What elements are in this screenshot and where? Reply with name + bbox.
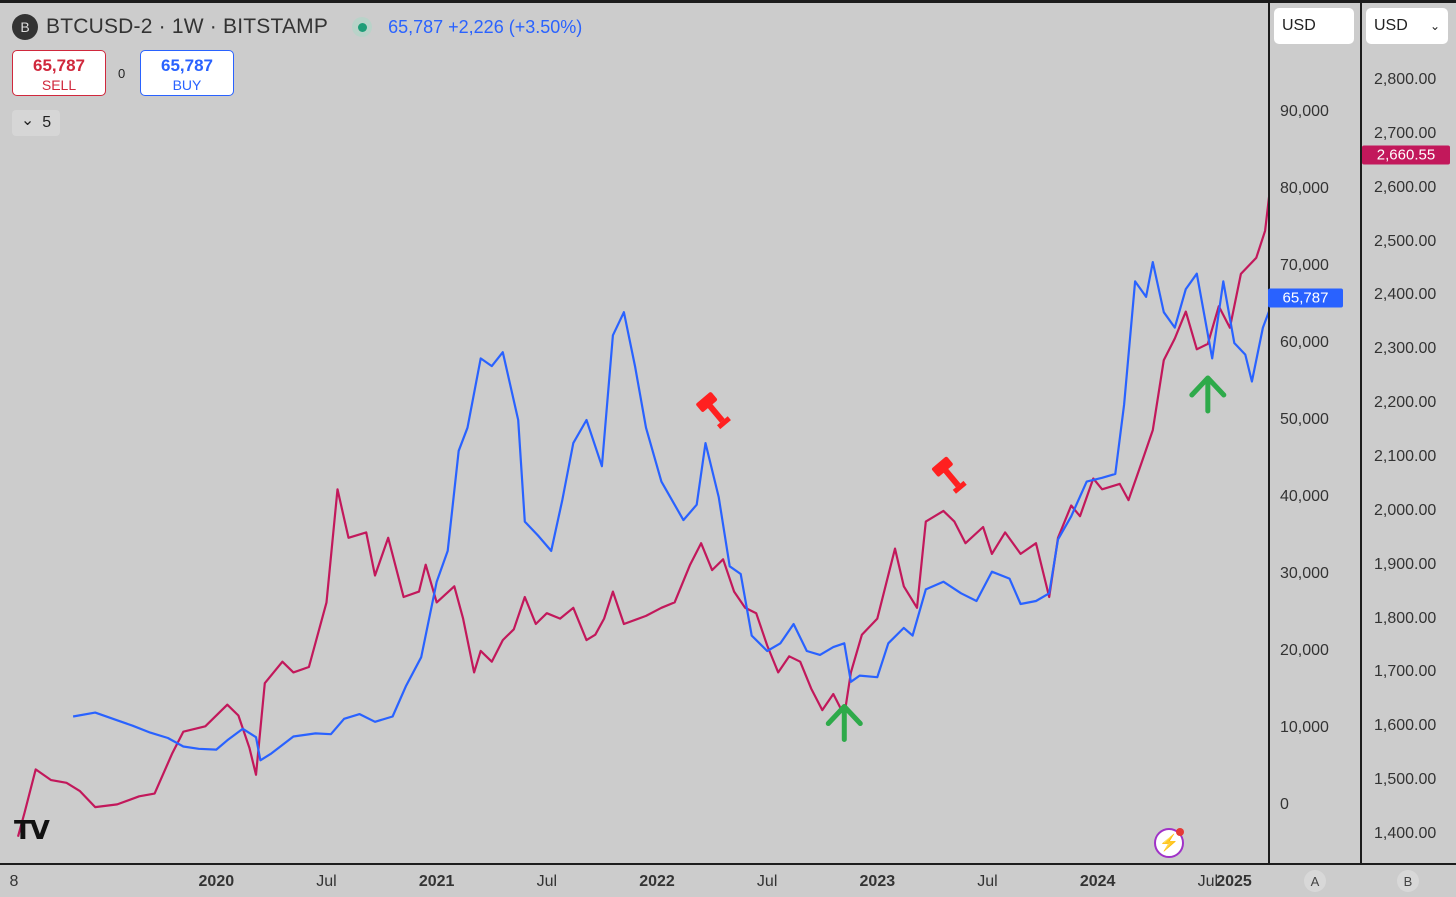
price-scale-b-tick: 2,700.00: [1374, 124, 1437, 142]
scale-b-button[interactable]: B: [1397, 870, 1419, 892]
price-scale-a-tick: 60,000: [1280, 334, 1329, 351]
indicators-count: 5: [42, 114, 52, 131]
price-scale-b-tick: 1,500.00: [1374, 771, 1437, 789]
gavel-icon: [696, 392, 731, 430]
exchange-badge-icon: B: [12, 14, 38, 40]
time-axis-label: 2022: [639, 873, 675, 890]
last-price-tag-a: 65,787: [1268, 288, 1343, 308]
last-price-change: 65,787 +2,226 (+3.50%): [388, 16, 583, 37]
currency-select-a[interactable]: USD: [1274, 8, 1354, 44]
market-status-icon[interactable]: [352, 17, 373, 37]
price-scale-a-tick: 40,000: [1280, 488, 1329, 505]
price-scale-a-tick: 10,000: [1280, 719, 1329, 736]
buy-price: 65,787: [161, 56, 213, 75]
time-axis[interactable]: [0, 863, 1456, 897]
indicators-toggle-button[interactable]: ⌄ 5: [12, 110, 60, 136]
time-axis-label: Jul: [316, 873, 337, 890]
price-scale-b[interactable]: [1360, 0, 1456, 863]
sell-label: SELL: [41, 77, 77, 93]
chevron-down-icon: ⌄: [1429, 19, 1440, 33]
time-axis-label: Jul: [1197, 873, 1219, 890]
sell-price: 65,787: [33, 56, 85, 75]
price-scale-b-tick: 2,000.00: [1374, 501, 1437, 519]
price-scale-b-tick: 2,200.00: [1374, 394, 1437, 412]
time-axis-label: 2023: [859, 873, 896, 890]
sell-button[interactable]: 65,787 SELL: [12, 50, 106, 96]
price-scale-b-tick: 1,800.00: [1374, 609, 1437, 627]
buy-button[interactable]: 65,787 BUY: [140, 50, 234, 96]
price-scale-b-tick: 2,100.00: [1374, 448, 1437, 465]
price-scale-a-tick: 20,000: [1280, 642, 1329, 659]
currency-b-label: USD: [1374, 17, 1408, 34]
price-scale-a-tick: 80,000: [1280, 180, 1329, 197]
last-price-tag-b: 2,660.55: [1362, 145, 1450, 165]
tradingview-logo-icon[interactable]: TV: [14, 816, 50, 846]
spread-value: 0: [118, 66, 126, 81]
price-scale-a-tick: 90,000: [1280, 103, 1329, 120]
lightning-bolt-icon[interactable]: ⚡: [1154, 828, 1184, 858]
arrow-up-icon: [825, 704, 863, 743]
price-scale-b-tick: 2,800.00: [1374, 71, 1437, 88]
gavel-icon: [931, 456, 967, 494]
pink-series-line: [16, 196, 1268, 837]
price-scale-a[interactable]: [1268, 0, 1362, 863]
price-scale-b-tick: 2,600.00: [1374, 178, 1437, 196]
blue-series-line: [72, 261, 1268, 762]
time-axis-label: 2025: [1216, 873, 1252, 890]
time-axis-label: Jul: [756, 873, 778, 890]
chevron-down-icon: ⌄: [20, 112, 35, 129]
time-axis-label: 2020: [198, 873, 235, 890]
price-scale-a-tick: 50,000: [1280, 411, 1329, 428]
price-scale-b-tick: 1,600.00: [1374, 717, 1437, 735]
price-scale-b-tick: 2,500.00: [1374, 232, 1437, 250]
price-scale-a-tick: 0: [1280, 796, 1289, 813]
time-axis-label: 8: [9, 873, 19, 890]
currency-select-b[interactable]: USD ⌄: [1366, 8, 1448, 44]
buy-label: BUY: [172, 77, 202, 93]
price-scale-b-tick: 2,300.00: [1374, 340, 1437, 358]
symbol-title[interactable]: BTCUSD-2 · 1W · BITSTAMP: [46, 15, 329, 38]
time-axis-label: 2021: [418, 873, 455, 890]
arrow-up-icon: [1189, 375, 1227, 414]
top-border: [0, 0, 1456, 3]
currency-a-label: USD: [1282, 17, 1316, 34]
time-axis-label: 2024: [1079, 873, 1116, 890]
price-scale-b-tick: 1,900.00: [1374, 555, 1437, 573]
price-scale-a-tick: 70,000: [1280, 257, 1329, 274]
time-axis-label: Jul: [977, 873, 998, 890]
price-scale-b-tick: 1,400.00: [1374, 825, 1437, 842]
scale-a-button[interactable]: A: [1304, 870, 1326, 892]
price-scale-a-tick: 30,000: [1280, 565, 1329, 582]
symbol-header: B BTCUSD-2 · 1W · BITSTAMP 65,787 +2,226…: [12, 12, 582, 42]
price-scale-b-tick: 1,700.00: [1374, 663, 1437, 681]
time-axis-label: Jul: [536, 873, 558, 890]
price-scale-b-tick: 2,400.00: [1374, 286, 1437, 304]
